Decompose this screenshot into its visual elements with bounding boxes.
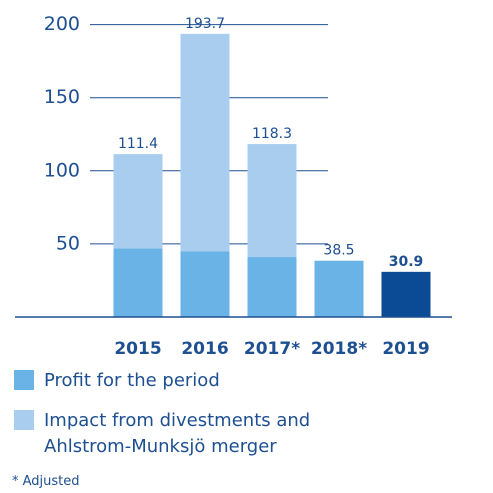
legend-item: Impact from divestments and Ahlstrom-Mun… (14, 408, 334, 460)
x-tick-label: 2017* (244, 339, 300, 359)
bar-segment (180, 33, 230, 252)
bar-segment (113, 154, 163, 249)
legend-swatch (14, 410, 34, 430)
bar-segment (247, 144, 297, 258)
y-tick-label: 100 (44, 159, 80, 181)
chart: 50 100 150 200 111.4 2015 193.7 2016 118.3 2017* 3… (15, 13, 452, 359)
legend-item: Profit for the period (14, 368, 220, 394)
bar-segment (180, 251, 230, 317)
bar-segment (314, 260, 364, 317)
total-label: 193.7 (185, 16, 225, 32)
x-tick-label: 2015 (114, 339, 161, 359)
y-tick-label: 150 (44, 86, 80, 108)
x-tick-label: 2019 (382, 339, 429, 359)
x-tick-label: 2018* (311, 339, 367, 359)
legend-swatch (14, 370, 34, 390)
bar-segment (381, 271, 431, 317)
bar-segment (113, 248, 163, 317)
total-label: 111.4 (118, 136, 158, 152)
y-tick-label: 50 (56, 232, 80, 254)
legend-label: Impact from divestments and Ahlstrom-Mun… (44, 410, 311, 457)
total-label: 30.9 (389, 254, 424, 270)
total-label: 38.5 (323, 243, 354, 259)
total-label: 118.3 (252, 126, 292, 142)
bar-segment (247, 257, 297, 317)
y-tick-label: 200 (44, 13, 80, 35)
legend-label: Profit for the period (44, 370, 220, 391)
x-tick-label: 2016 (181, 339, 228, 359)
footnote: * Adjusted (12, 474, 80, 489)
